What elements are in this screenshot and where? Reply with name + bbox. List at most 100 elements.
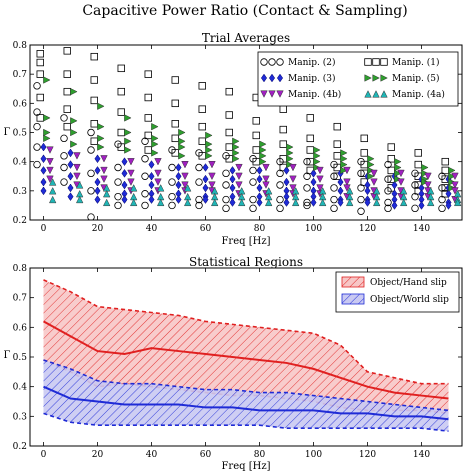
top-point — [171, 99, 179, 108]
top-xlabel: Freq [Hz] — [221, 236, 270, 247]
top-point — [90, 120, 98, 128]
top-point — [94, 186, 101, 196]
top-point — [426, 198, 435, 207]
top-point — [127, 169, 135, 178]
top-point — [249, 178, 257, 186]
top-point — [397, 178, 405, 186]
top-point — [121, 180, 128, 190]
top-point — [411, 204, 419, 213]
top-point — [343, 166, 351, 175]
top-xtick-label: 140 — [413, 224, 430, 234]
top-xtick-label: 20 — [92, 224, 104, 234]
top-point — [67, 192, 74, 202]
top-point — [198, 137, 206, 145]
top-point — [303, 201, 311, 210]
top-point — [156, 198, 165, 207]
top-legend: Manip. (2) Manip. (1) Manip. (3) Manip. (5)… — [257, 51, 459, 107]
top-point — [337, 177, 344, 187]
bottom-xlabel: Freq [Hz] — [221, 461, 270, 472]
bottom-ytick-label: 0.3 — [13, 412, 28, 422]
top-point — [424, 181, 432, 189]
top-point — [276, 195, 284, 204]
bottom-mean-line — [43, 320, 449, 400]
top-point — [316, 175, 324, 184]
top-point — [90, 137, 98, 145]
top-legend-item: Manip. (5) — [364, 73, 440, 84]
top-point — [141, 172, 149, 180]
top-ytick-label: 0.8 — [13, 41, 28, 51]
top-point — [63, 70, 71, 78]
top-point — [330, 184, 338, 192]
top-legend-marker — [372, 58, 380, 66]
top-point — [67, 183, 74, 193]
top-point — [249, 204, 257, 213]
bottom-xtick-label: 0 — [41, 450, 47, 460]
top-point — [414, 160, 422, 169]
top-point — [259, 157, 267, 166]
top-point — [151, 149, 159, 157]
top-point — [276, 181, 284, 189]
top-point — [256, 166, 263, 175]
top-legend-item: Manip. (1) — [364, 57, 440, 68]
top-xtick-label: 80 — [254, 224, 266, 234]
top-point — [252, 131, 260, 140]
top-series-4 — [43, 76, 456, 192]
top-point — [48, 195, 57, 204]
top-point — [148, 171, 155, 181]
top-point — [124, 137, 132, 145]
top-ticks: 0 20 40 60 80 100 120 140 0.2 0.3 0.4 0.5 0.6 0.7 0.8 — [13, 41, 462, 234]
top-point — [175, 195, 182, 204]
top-point — [283, 166, 290, 175]
top-legend-marker — [380, 90, 388, 98]
top-point — [33, 122, 41, 131]
top-series-3 — [40, 142, 452, 210]
top-point — [73, 152, 81, 160]
top-series-6 — [48, 178, 462, 207]
top-point — [279, 125, 287, 134]
top-legend-box — [257, 51, 459, 107]
top-point — [357, 195, 365, 204]
top-point — [75, 181, 84, 189]
bottom-legend-label: Object/World slip — [370, 295, 449, 305]
top-point — [448, 166, 456, 175]
top-ytick-label: 0.2 — [13, 216, 27, 226]
top-point — [195, 178, 203, 186]
top-point — [144, 146, 152, 154]
top-point — [171, 120, 179, 128]
bottom-legend-label: Object/Hand slip — [370, 278, 447, 288]
top-point — [151, 134, 159, 143]
top-point — [117, 128, 125, 137]
top-legend-marker — [364, 58, 372, 66]
top-point — [102, 189, 111, 198]
top-point — [63, 47, 71, 55]
top-point — [367, 172, 375, 180]
bottom-xtick-label: 120 — [359, 450, 376, 460]
top-point — [87, 146, 95, 154]
top-point — [451, 181, 459, 189]
top-point — [60, 163, 68, 172]
top-point — [198, 82, 206, 90]
top-point — [360, 149, 368, 157]
top-point — [397, 169, 405, 178]
top-point — [262, 163, 270, 172]
top-point — [237, 198, 246, 207]
top-point — [340, 160, 348, 169]
top-point — [127, 178, 135, 186]
top-point — [36, 58, 44, 67]
top-point — [232, 155, 240, 163]
top-legend-marker — [372, 74, 380, 82]
top-point — [70, 128, 78, 137]
bottom-series-2 — [43, 359, 449, 432]
top-point — [183, 198, 192, 207]
top-point — [154, 169, 162, 178]
top-point — [249, 166, 257, 175]
top-point — [70, 117, 78, 125]
top-point — [40, 142, 47, 152]
top-point — [178, 152, 186, 160]
top-point — [33, 82, 41, 90]
top-marks — [33, 47, 462, 220]
top-point — [235, 172, 243, 181]
top-point — [399, 198, 408, 207]
top-xtick-label: 0 — [41, 224, 47, 234]
